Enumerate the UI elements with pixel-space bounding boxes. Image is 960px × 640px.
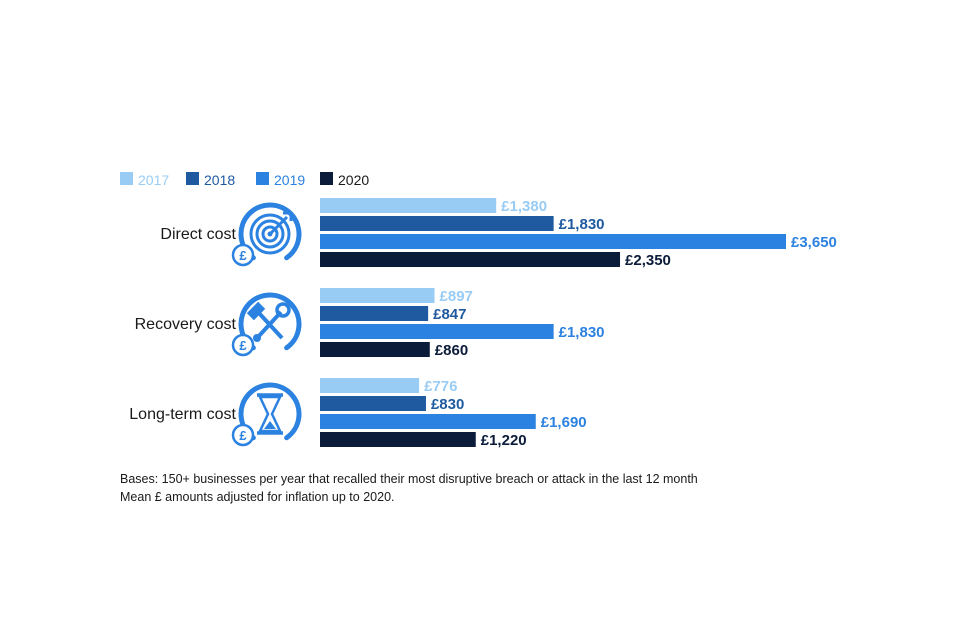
target-icon: £: [231, 202, 302, 267]
icon-ring: [238, 382, 302, 441]
legend-swatch: [320, 172, 333, 185]
category-group: Direct cost£: [160, 202, 302, 267]
category-label: Direct cost: [160, 226, 236, 243]
bar-2019: [320, 414, 536, 429]
category-label: Long-term cost: [129, 406, 236, 423]
bar-2019: [320, 324, 554, 339]
wrench-head: [275, 302, 291, 318]
currency-badge-symbol: £: [239, 248, 247, 263]
data-label: £860: [435, 342, 468, 359]
currency-badge-symbol: £: [239, 428, 247, 443]
legend-label: 2020: [338, 172, 369, 188]
data-label: £1,220: [481, 432, 527, 449]
bar-2018: [320, 396, 426, 411]
hourglass-glass: [258, 395, 282, 433]
legend-label: 2018: [204, 172, 235, 188]
bar-2020: [320, 432, 476, 447]
tools-icon: £: [231, 292, 302, 357]
legend-label: 2017: [138, 172, 169, 188]
data-label: £1,830: [559, 216, 605, 233]
category-group: Long-term cost£: [129, 382, 302, 447]
hourglass-icon: £: [231, 382, 302, 447]
target-ring: [255, 219, 285, 249]
data-label: £3,650: [791, 234, 837, 251]
data-label: £1,830: [559, 324, 605, 341]
legend-item-2018: 2018: [186, 172, 235, 188]
currency-badge-icon: [231, 423, 255, 447]
bar-2017: [320, 198, 497, 213]
target-ring: [261, 225, 279, 243]
bars: £1,380 £1,830 £3,650 £2,350 £897£847 £1,830 £8…: [320, 198, 837, 449]
currency-badge-icon: [231, 333, 255, 357]
data-label: £1,690: [541, 414, 587, 431]
data-label: £776: [424, 378, 457, 395]
inflation-note: Mean £ amounts adjusted for inflation up…: [120, 490, 395, 504]
category-group: Recovery cost£: [135, 292, 302, 357]
currency-badge-symbol: £: [239, 338, 247, 353]
legend-item-2020: 2020: [320, 172, 369, 188]
data-label: £847: [433, 306, 466, 323]
legend-item-2019: 2019: [256, 172, 305, 188]
wrench-handle: [256, 310, 283, 339]
legend-item-2017: 2017: [120, 172, 169, 188]
data-label: £897: [440, 288, 473, 305]
category-groups: Direct cost£Recovery cost£Long-term cost…: [129, 202, 302, 447]
icon-ring: [238, 202, 302, 261]
hourglass-sand: [264, 421, 276, 429]
wrench-end: [253, 334, 261, 342]
legend-swatch: [120, 172, 133, 185]
icon-ring: [238, 292, 302, 351]
legend-swatch: [256, 172, 269, 185]
target-ring: [249, 213, 291, 255]
bar-2017: [320, 288, 435, 303]
arrow-shaft: [268, 215, 289, 236]
legend-swatch: [186, 172, 199, 185]
bar-2018: [320, 306, 429, 321]
bar-2020: [320, 342, 430, 357]
bar-2018: [320, 216, 554, 231]
bar-2019: [320, 234, 786, 249]
currency-badge-icon: [231, 243, 255, 267]
category-label: Recovery cost: [135, 316, 237, 333]
data-label: £2,350: [625, 252, 671, 269]
arrow-fletching: [283, 211, 293, 221]
bases-note: Bases: 150+ businesses per year that rec…: [120, 472, 698, 486]
data-label: £1,380: [501, 198, 547, 215]
legend-label: 2019: [274, 172, 305, 188]
bar-2020: [320, 252, 621, 267]
hammer-head: [246, 301, 266, 321]
bar-2017: [320, 378, 420, 393]
chart-notes: Bases: 150+ businesses per year that rec…: [120, 470, 698, 506]
data-label: £830: [431, 396, 464, 413]
legend: 2017 2018 2019 2020: [120, 172, 369, 188]
